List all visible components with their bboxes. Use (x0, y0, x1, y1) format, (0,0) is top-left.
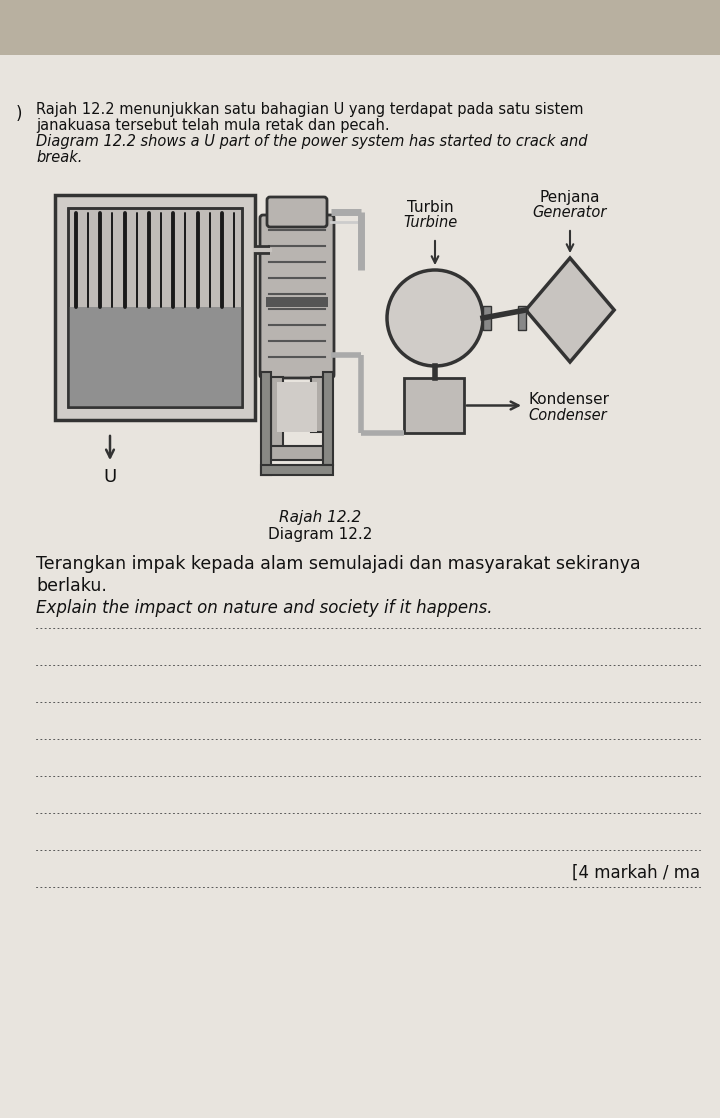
Text: U: U (104, 468, 117, 486)
Text: Penjana: Penjana (540, 190, 600, 205)
Text: berlaku.: berlaku. (36, 577, 107, 595)
Text: Diagram 12.2: Diagram 12.2 (268, 527, 372, 542)
Text: Explain the impact on nature and society if it happens.: Explain the impact on nature and society… (36, 599, 492, 617)
Text: Turbine: Turbine (403, 215, 457, 230)
FancyBboxPatch shape (267, 197, 327, 227)
Text: [4 markah / ma: [4 markah / ma (572, 864, 700, 882)
Bar (68, 208, 242, 407)
Bar (266, 297, 328, 307)
Bar (271, 446, 323, 459)
Bar (323, 372, 333, 465)
Bar (68, 307, 242, 407)
FancyBboxPatch shape (260, 215, 334, 378)
Bar (483, 306, 491, 330)
Polygon shape (526, 258, 614, 362)
Circle shape (387, 271, 483, 366)
Bar (518, 306, 526, 330)
Text: Rajah 12.2 menunjukkan satu bahagian U yang terdapat pada satu sistem: Rajah 12.2 menunjukkan satu bahagian U y… (36, 102, 583, 117)
Bar (311, 377, 323, 432)
Text: janakuasa tersebut telah mula retak dan pecah.: janakuasa tersebut telah mula retak dan … (36, 119, 390, 133)
Text: ): ) (16, 105, 22, 123)
Bar (271, 377, 283, 452)
Bar (277, 382, 317, 432)
Text: Terangkan impak kepada alam semulajadi dan masyarakat sekiranya: Terangkan impak kepada alam semulajadi d… (36, 555, 641, 574)
Bar (261, 372, 271, 475)
Text: Rajah 12.2: Rajah 12.2 (279, 510, 361, 525)
Bar (0, 0, 720, 80)
Bar (261, 465, 333, 475)
Text: Kondenser: Kondenser (528, 391, 609, 407)
Bar (55, 195, 255, 420)
Bar (68, 208, 242, 407)
Text: break.: break. (36, 150, 82, 165)
Bar (404, 378, 464, 433)
Text: Generator: Generator (533, 205, 607, 220)
Text: Turbin: Turbin (407, 200, 454, 215)
Text: Diagram 12.2 shows a U part of the power system has started to crack and: Diagram 12.2 shows a U part of the power… (36, 134, 588, 149)
Text: Condenser: Condenser (528, 407, 607, 423)
